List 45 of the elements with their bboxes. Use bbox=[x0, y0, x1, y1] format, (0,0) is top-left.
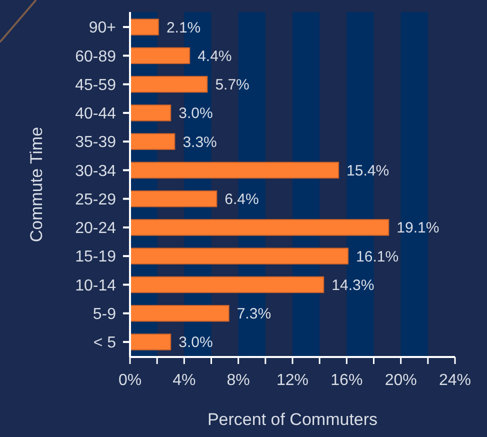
bar bbox=[130, 276, 324, 294]
data-label: 19.1% bbox=[396, 220, 440, 237]
data-label: 2.1% bbox=[166, 19, 201, 36]
y-tick-label: 60-89 bbox=[75, 48, 116, 66]
data-label: 7.3% bbox=[236, 306, 272, 323]
y-tick-label: 10-14 bbox=[75, 277, 116, 294]
data-label: 4.4% bbox=[198, 48, 232, 65]
x-tick-label: 8% bbox=[226, 372, 250, 389]
data-label: 3.0% bbox=[178, 105, 213, 122]
y-tick-label: 35-39 bbox=[75, 134, 116, 152]
y-tick-label: 45-59 bbox=[75, 76, 116, 94]
x-axis-title: Percent of Commuters bbox=[207, 410, 378, 429]
bar bbox=[130, 47, 190, 64]
data-label: 3.0% bbox=[178, 334, 213, 352]
y-tick-label: 90+ bbox=[88, 20, 116, 37]
x-tick-label: 0% bbox=[118, 372, 142, 389]
data-label: 3.3% bbox=[182, 134, 217, 151]
y-tick-label: 40-44 bbox=[75, 106, 116, 123]
y-tick-label: 30-34 bbox=[75, 162, 116, 180]
data-label: 6.4% bbox=[224, 191, 259, 208]
y-tick-label: < 5 bbox=[93, 334, 116, 352]
bar bbox=[130, 162, 340, 179]
bar bbox=[130, 133, 176, 150]
bar bbox=[130, 304, 230, 322]
bar bbox=[130, 219, 390, 236]
x-tick-label: 24% bbox=[438, 372, 472, 389]
data-label: 15.4% bbox=[346, 162, 390, 180]
y-axis-title: Commute Time bbox=[27, 126, 46, 242]
bar bbox=[130, 190, 218, 208]
y-tick-label: 20-24 bbox=[75, 220, 116, 238]
data-label: 14.3% bbox=[332, 276, 374, 294]
x-tick-label: 4% bbox=[172, 372, 196, 389]
bar bbox=[130, 334, 172, 350]
y-tick-label: 5-9 bbox=[92, 306, 116, 323]
x-tick-label: 12% bbox=[276, 372, 309, 389]
bar bbox=[130, 76, 208, 93]
bar bbox=[130, 104, 172, 122]
x-tick-label: 20% bbox=[384, 372, 417, 389]
data-label: 5.7% bbox=[215, 76, 250, 94]
data-label: 16.1% bbox=[356, 248, 399, 266]
y-tick-label: 15-19 bbox=[75, 248, 116, 266]
bar bbox=[130, 18, 159, 36]
x-tick-label: 16% bbox=[330, 372, 363, 389]
bar bbox=[130, 248, 349, 264]
y-tick-label: 25-29 bbox=[75, 191, 116, 208]
